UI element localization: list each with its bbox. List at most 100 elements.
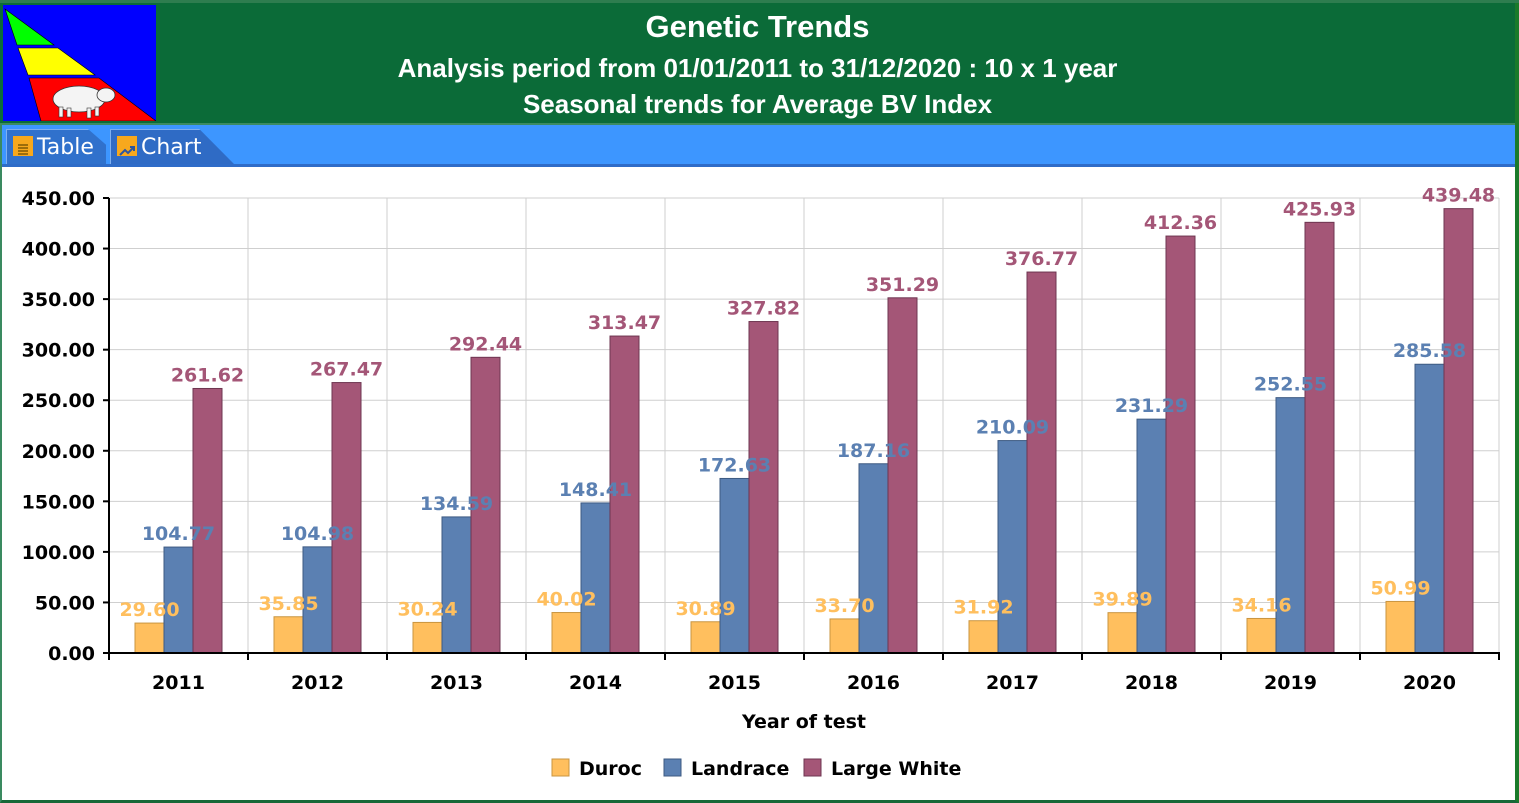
- page-title: Genetic Trends: [645, 9, 870, 44]
- y-tick-label: 400.00: [22, 239, 95, 261]
- data-label: 30.89: [675, 598, 735, 620]
- y-tick-label: 150.00: [22, 491, 95, 513]
- bar-landrace-2011: [163, 546, 194, 654]
- x-tick-label: 2019: [1264, 672, 1317, 694]
- legend-label: Large White: [831, 758, 961, 780]
- data-label: 34.16: [1231, 594, 1291, 616]
- bar-landrace-2014: [580, 502, 611, 654]
- data-label: 134.59: [420, 493, 493, 515]
- bar-duroc-2011: [134, 622, 165, 654]
- y-tick-label: 450.00: [22, 188, 95, 210]
- data-label: 210.09: [976, 417, 1049, 439]
- report-header: Genetic Trends Analysis period from 01/0…: [0, 3, 1515, 125]
- legend-swatch: [551, 758, 570, 777]
- y-tick-label: 250.00: [22, 390, 95, 412]
- data-label: 33.70: [814, 595, 874, 617]
- chart-icon: [117, 136, 137, 156]
- bar-duroc-2015: [690, 621, 721, 654]
- bar-large-white-2015: [748, 321, 779, 654]
- data-label: 439.48: [1422, 185, 1495, 207]
- data-label: 172.63: [698, 454, 771, 476]
- legend-swatch: [663, 758, 682, 777]
- x-tick-label: 2011: [152, 672, 205, 694]
- bar-large-white-2018: [1165, 235, 1196, 654]
- data-label: 104.77: [142, 523, 215, 545]
- y-axis-ticks: 0.00 50.00 100.00 150.00 200.00 250.00 300.00 3…: [22, 188, 109, 665]
- bar-duroc-2020: [1385, 600, 1416, 654]
- data-labels: 29.60 35.85 30.24 40.02 30.89 33.70 31.92 39.89…: [119, 185, 1495, 621]
- tab-bar: Table Chart: [2, 125, 1515, 167]
- data-label: 267.47: [310, 359, 383, 381]
- bar-landrace-2017: [997, 440, 1028, 654]
- bar-duroc-2014: [551, 612, 582, 654]
- data-label: 261.62: [171, 364, 244, 386]
- bar-landrace-2013: [441, 516, 472, 654]
- chart-subtitle: Seasonal trends for Average BV Index: [522, 89, 993, 119]
- data-label: 29.60: [119, 599, 179, 621]
- bar-large-white-2016: [887, 297, 918, 654]
- legend-item-large-white[interactable]: Large White: [803, 758, 961, 780]
- tab-table-label: Table: [37, 135, 94, 160]
- x-tick-label: 2014: [569, 672, 622, 694]
- y-tick-label: 350.00: [22, 289, 95, 311]
- legend-item-duroc[interactable]: Duroc: [551, 758, 642, 780]
- bar-landrace-2018: [1136, 418, 1167, 654]
- x-tick-label: 2015: [708, 672, 761, 694]
- data-label: 376.77: [1005, 248, 1078, 270]
- data-label: 39.89: [1092, 589, 1152, 611]
- tab-table[interactable]: Table: [6, 129, 106, 164]
- legend-label: Duroc: [579, 758, 642, 780]
- tab-chart[interactable]: Chart: [110, 129, 234, 164]
- data-label: 35.85: [258, 593, 318, 615]
- bar-landrace-2015: [719, 477, 750, 654]
- bar-large-white-2014: [609, 335, 640, 654]
- top-border: [0, 0, 1519, 3]
- data-label: 292.44: [449, 333, 522, 355]
- bar-large-white-2017: [1026, 271, 1057, 654]
- data-label: 50.99: [1370, 577, 1430, 599]
- table-icon: [13, 136, 33, 156]
- x-axis-ticks: 2011 2012 2013 2014 2015 2016 2017 2018 2019 2020: [108, 653, 1500, 694]
- y-tick-label: 100.00: [22, 542, 95, 564]
- data-label: 231.29: [1115, 395, 1188, 417]
- data-label: 31.92: [953, 597, 1013, 619]
- x-tick-label: 2017: [986, 672, 1039, 694]
- bar-duroc-2012: [273, 616, 304, 654]
- bar-large-white-2020: [1443, 208, 1474, 654]
- data-label: 104.98: [281, 523, 354, 545]
- x-tick-label: 2013: [430, 672, 483, 694]
- data-label: 313.47: [588, 312, 661, 334]
- x-tick-label: 2012: [291, 672, 344, 694]
- bar-large-white-2019: [1304, 221, 1335, 654]
- bar-large-white-2011: [192, 387, 223, 654]
- bar-duroc-2017: [968, 620, 999, 654]
- legend-label: Landrace: [691, 758, 789, 780]
- x-tick-label: 2018: [1125, 672, 1178, 694]
- x-tick-label: 2020: [1403, 672, 1456, 694]
- logo-graphic: [4, 8, 157, 122]
- bar-duroc-2016: [829, 618, 860, 654]
- data-label: 412.36: [1144, 212, 1217, 234]
- y-tick-label: 0.00: [48, 643, 95, 665]
- x-tick-label: 2016: [847, 672, 900, 694]
- legend: Duroc Landrace Large White: [551, 758, 961, 780]
- y-tick-label: 200.00: [22, 441, 95, 463]
- data-label: 425.93: [1283, 198, 1356, 220]
- y-tick-label: 50.00: [35, 592, 95, 614]
- logo-green-band: [4, 8, 55, 46]
- bar-duroc-2013: [412, 621, 443, 654]
- data-label: 285.58: [1393, 340, 1466, 362]
- tab-chart-label: Chart: [141, 135, 202, 160]
- data-label: 327.82: [727, 298, 800, 320]
- pig-pyramid-logo: [3, 5, 157, 122]
- bar-duroc-2019: [1246, 617, 1277, 654]
- logo-yellow-band: [17, 47, 96, 76]
- data-label: 40.02: [536, 589, 596, 611]
- bar-landrace-2016: [858, 463, 889, 654]
- legend-item-landrace[interactable]: Landrace: [663, 758, 789, 780]
- data-label: 351.29: [866, 274, 939, 296]
- pig-icon: [52, 85, 116, 119]
- data-label: 148.41: [559, 479, 632, 501]
- bar-large-white-2012: [331, 382, 362, 654]
